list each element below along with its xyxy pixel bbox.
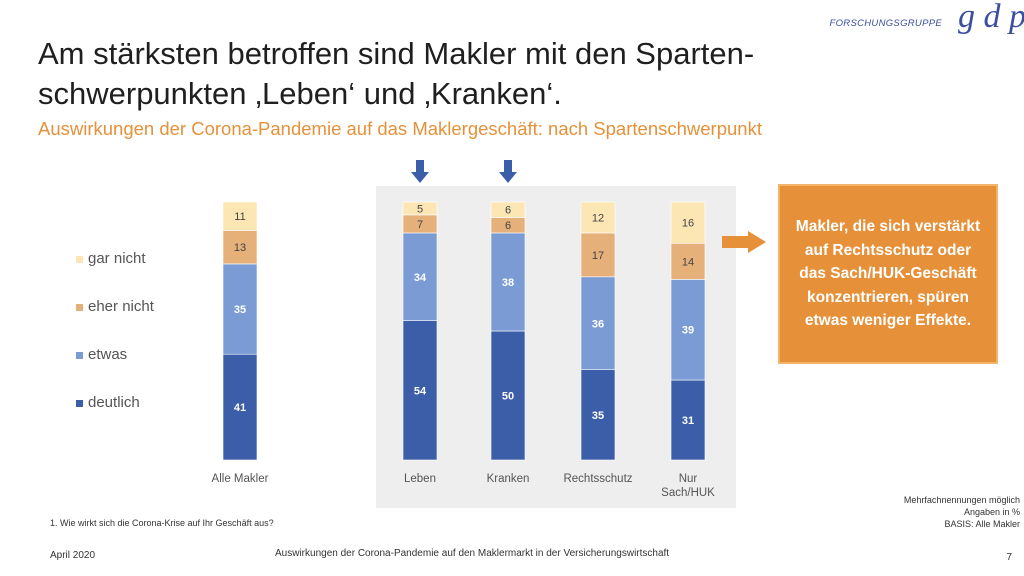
data-label: 5 bbox=[417, 203, 423, 215]
legend-label: gar nicht bbox=[88, 250, 146, 267]
bar-segment bbox=[490, 201, 526, 218]
callout-box: Makler, die sich verstärkt auf Rechtssch… bbox=[778, 184, 998, 364]
chart-notes: Mehrfachnennungen möglich Angaben in % B… bbox=[904, 494, 1020, 530]
footer-title: Auswirkungen der Corona-Pandemie auf den… bbox=[275, 548, 670, 559]
category-label: Sach/HUK bbox=[661, 487, 715, 499]
page-number: 7 bbox=[1006, 552, 1012, 563]
data-label: 31 bbox=[682, 415, 694, 427]
data-label: 12 bbox=[592, 212, 604, 224]
bar-segment bbox=[402, 232, 438, 321]
bar-segment bbox=[222, 230, 258, 265]
note-unit: Angaben in % bbox=[963, 507, 1020, 517]
bar-segment bbox=[222, 353, 258, 461]
data-label: 35 bbox=[592, 410, 604, 422]
legend-label: etwas bbox=[88, 346, 127, 363]
category-label: Leben bbox=[404, 473, 436, 485]
highlight-arrow-icon bbox=[411, 160, 429, 183]
gdp-logo: FORSCHUNGSGRUPPE g d p bbox=[824, 0, 1024, 48]
bar-segment bbox=[402, 320, 438, 461]
legend-swatch bbox=[76, 400, 83, 407]
bar-segment bbox=[490, 232, 526, 332]
callout-arrow-icon bbox=[722, 231, 766, 253]
category-label: Nur bbox=[679, 473, 698, 485]
bar-segment bbox=[580, 232, 616, 278]
data-label: 6 bbox=[505, 220, 511, 232]
bar-segment bbox=[222, 201, 258, 231]
legend-swatch bbox=[76, 304, 83, 311]
data-label: 38 bbox=[502, 277, 514, 289]
footer-date: April 2020 bbox=[50, 550, 96, 561]
legend-swatch bbox=[76, 256, 83, 263]
data-label: 50 bbox=[502, 391, 514, 403]
data-label: 7 bbox=[417, 219, 423, 231]
bar-segment bbox=[670, 201, 706, 244]
data-label: 34 bbox=[414, 272, 427, 284]
data-label: 35 bbox=[234, 304, 246, 316]
data-label: 13 bbox=[234, 242, 246, 254]
category-label: Kranken bbox=[487, 473, 530, 485]
page-title: Am stärksten betroffen sind Makler mit d… bbox=[38, 36, 755, 111]
note-basis: BASIS: Alle Makler bbox=[944, 519, 1020, 529]
footnote: 1. Wie wirkt sich die Corona-Krise auf I… bbox=[50, 518, 274, 528]
highlight-arrow-icon bbox=[499, 160, 517, 183]
bar-segment bbox=[580, 276, 616, 371]
data-label: 11 bbox=[234, 211, 245, 223]
legend-label: eher nicht bbox=[88, 298, 155, 315]
page-subtitle: Auswirkungen der Corona-Pandemie auf das… bbox=[38, 118, 762, 139]
bar-segment bbox=[580, 369, 616, 461]
data-label: 41 bbox=[234, 402, 246, 414]
logo-mark: g d p bbox=[958, 0, 1024, 35]
data-label: 36 bbox=[592, 318, 604, 330]
bar-segment bbox=[580, 201, 616, 234]
data-label: 16 bbox=[682, 218, 694, 230]
legend-label: deutlich bbox=[88, 394, 140, 411]
bar-segment bbox=[670, 279, 706, 381]
bar-segment bbox=[402, 201, 438, 216]
bar-segment bbox=[490, 330, 526, 461]
category-label: Rechtsschutz bbox=[563, 473, 632, 485]
data-label: 17 bbox=[592, 250, 604, 262]
legend-swatch bbox=[76, 352, 83, 359]
data-label: 39 bbox=[682, 325, 694, 337]
data-label: 6 bbox=[505, 205, 511, 217]
data-label: 14 bbox=[682, 256, 694, 268]
data-label: 54 bbox=[414, 385, 427, 397]
note-multiple: Mehrfachnennungen möglich bbox=[903, 495, 1020, 505]
category-label: Alle Makler bbox=[212, 473, 269, 485]
logo-text: FORSCHUNGSGRUPPE bbox=[829, 18, 942, 29]
bar-segment bbox=[670, 379, 706, 461]
bar-segment bbox=[222, 263, 258, 355]
